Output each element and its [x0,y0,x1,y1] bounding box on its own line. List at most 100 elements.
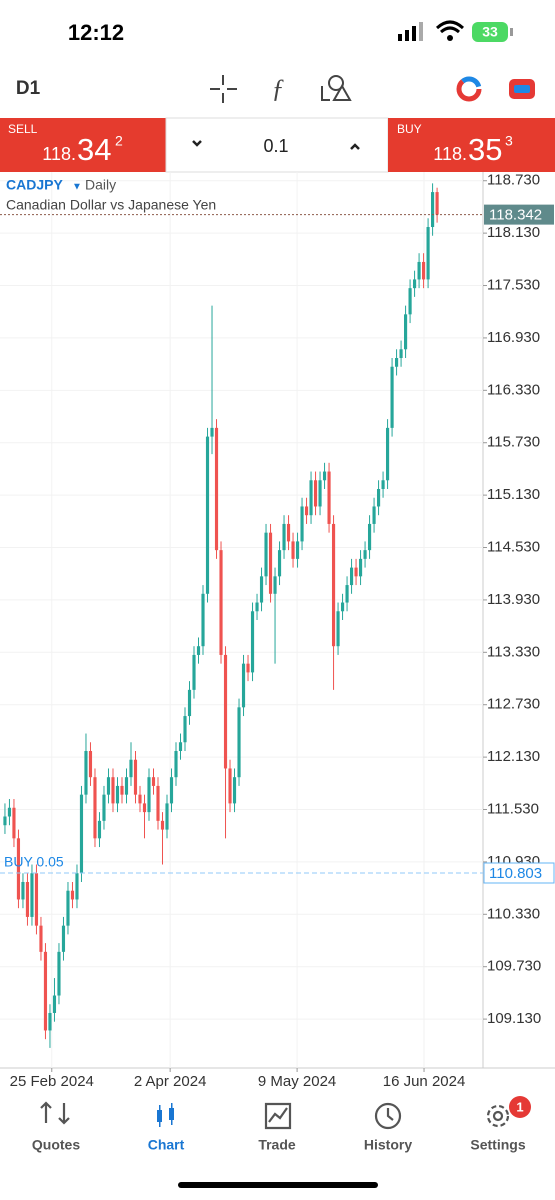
volume-value[interactable]: 0.1 [263,136,288,156]
candle-body [75,873,79,900]
candle-body [372,506,376,524]
candle-body [133,759,138,795]
candle-body [313,480,318,507]
candle-body [367,523,372,551]
buy-label: BUY [397,122,422,136]
candle-body [124,777,129,795]
candle-body [336,611,340,647]
candle-body [165,803,169,830]
candle-body [426,227,430,280]
candle-body [381,480,385,490]
candle-body [354,567,358,577]
candle-body [39,925,43,952]
candle-body [111,777,115,804]
symbol-name[interactable]: CADJPY [6,177,63,193]
y-tick-label: 118.130 [487,224,540,241]
bid-label-box [484,204,554,225]
candle-body [237,707,241,778]
position-label-box [483,862,555,884]
candle-body [264,532,268,577]
chart: 118.730 118.130 117.530 116.930 116.330 115.7… [0,172,555,1090]
candle-body [25,881,30,917]
buy-price-small: 118. [433,144,467,164]
buy-price-sup: 3 [505,133,513,149]
candle-body [304,506,309,516]
candle-body [268,532,273,594]
candle-body [417,261,421,280]
candle-body [57,951,61,996]
candle-body [3,816,7,826]
objects-button[interactable] [321,75,352,101]
tab-label[interactable]: Quotes [32,1137,80,1153]
candle-body [7,807,12,817]
candle-body [431,192,435,228]
candle-body [34,873,39,926]
candle-body [147,777,151,813]
candle-body [399,349,403,359]
candle-body [156,785,160,821]
volume-increase[interactable] [350,143,360,150]
candle-body [102,794,106,821]
candle-body [66,890,70,926]
sell-price-sup: 2 [115,133,123,149]
volume-decrease[interactable] [192,140,202,147]
candle-body [318,480,322,507]
position-price-label: 110.803 [489,865,542,882]
account-button[interactable] [456,76,482,102]
x-tick-label: 2 Apr 2024 [134,1073,207,1090]
symbol-dropdown[interactable]: ▼ [72,182,82,193]
candle-body [322,471,327,481]
y-tick-label: 112.130 [487,748,540,765]
y-tick-label: 113.930 [487,591,540,608]
tab-label[interactable]: Trade [258,1137,296,1153]
tab-icons [40,1101,510,1130]
candle-body [309,480,313,516]
candle-body [286,523,291,542]
candle-body [214,427,219,551]
candle-body [61,925,66,952]
y-tick-label: 109.730 [487,958,541,975]
candle-body [390,366,394,428]
candle-body [358,558,363,577]
candle-body [394,358,399,367]
candle-body [16,838,21,900]
candle-body [84,750,88,795]
candle-body [138,794,142,804]
candle-body [219,550,223,655]
candle-body [30,873,34,917]
buy-button[interactable] [388,118,555,172]
y-tick-label: 112.730 [487,696,540,713]
indicators-button[interactable]: ƒ [272,74,285,103]
candle-body [160,820,165,830]
candle-body [422,261,426,280]
position-label[interactable]: BUY 0.05 [4,854,64,870]
candle-body [376,489,381,507]
tab-label[interactable]: History [364,1137,412,1153]
candle-body [404,314,408,350]
candle-body [408,288,412,315]
candle-body [196,646,201,655]
candle-body [97,820,102,839]
y-tick-label: 116.930 [487,329,540,346]
tab-label[interactable]: Settings [470,1137,525,1153]
candle-body [187,689,192,717]
candle-body [277,550,282,577]
candle-body [435,192,439,215]
status-time: 12:12 [68,20,124,45]
timeframe-button[interactable]: D1 [16,78,41,99]
candle-body [300,506,304,542]
candle-body [192,654,196,690]
candle-body [223,654,228,769]
symbol-description: Canadian Dollar vs Japanese Yen [6,197,216,213]
tab-label[interactable]: Chart [148,1137,185,1153]
candle-body [70,890,75,900]
candle-body [363,550,367,559]
candle-body [106,777,111,795]
candle-body [385,427,390,481]
crosshair-button[interactable] [210,75,237,103]
trade-button[interactable] [509,79,535,99]
battery-level: 33 [482,24,498,40]
sell-button[interactable] [0,118,166,172]
y-tick-label: 118.730 [487,172,540,189]
chart-tab-icon [157,1103,174,1127]
